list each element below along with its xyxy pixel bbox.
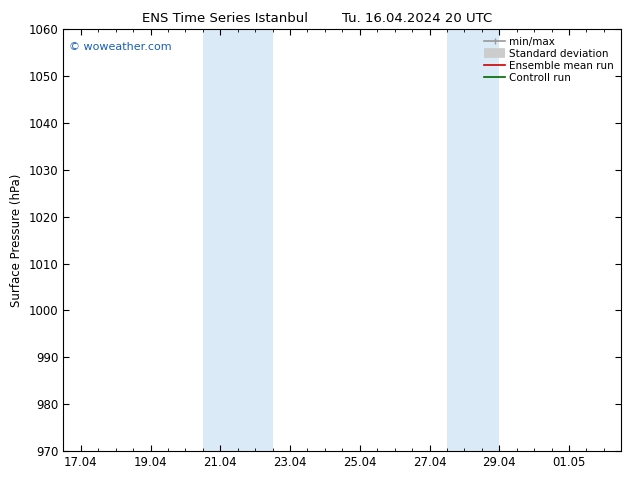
Text: ENS Time Series Istanbul        Tu. 16.04.2024 20 UTC: ENS Time Series Istanbul Tu. 16.04.2024 … — [142, 12, 492, 25]
Legend: min/max, Standard deviation, Ensemble mean run, Controll run: min/max, Standard deviation, Ensemble me… — [482, 35, 616, 85]
Bar — [203, 29, 273, 451]
Text: © woweather.com: © woweather.com — [69, 42, 172, 52]
Y-axis label: Surface Pressure (hPa): Surface Pressure (hPa) — [10, 173, 23, 307]
Bar — [447, 29, 500, 451]
